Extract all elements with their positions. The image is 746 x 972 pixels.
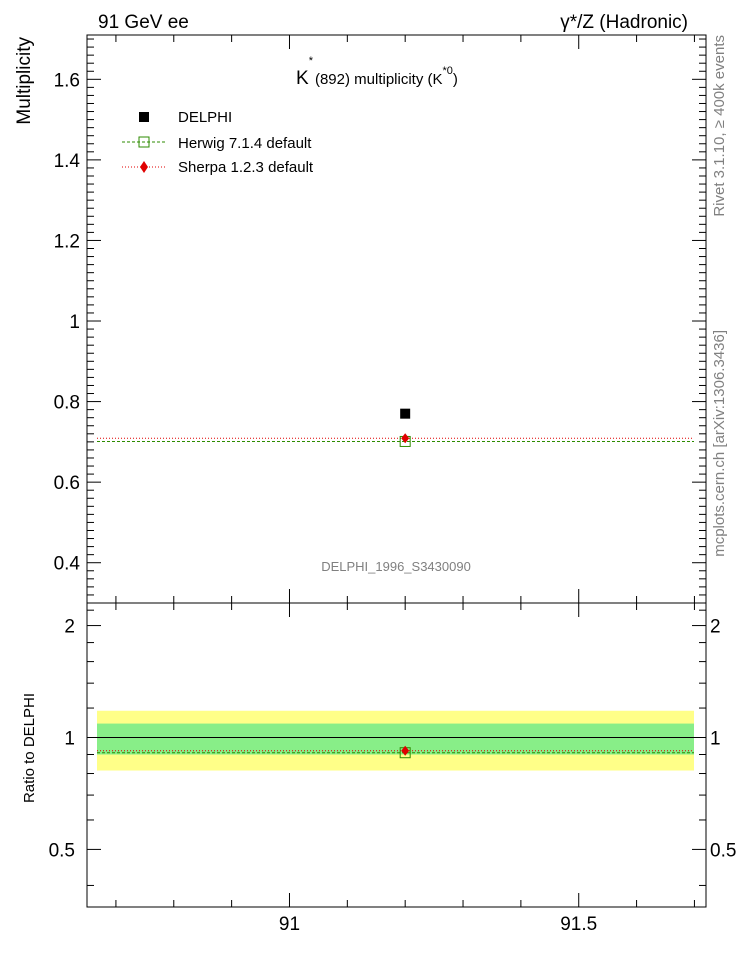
legend: DELPHI Herwig 7.1.4 default Sherpa 1.2.3…: [122, 109, 314, 176]
y-tick-label: 1.4: [54, 151, 81, 172]
analysis-watermark: DELPHI_1996_S3430090: [321, 559, 471, 574]
legend-marker-delphi: [139, 112, 149, 122]
title-k0-sup: *0: [443, 65, 453, 77]
ratio-panel: 0.5 0.5 1 1 2 2 91 91.5: [49, 602, 736, 935]
legend-marker-herwig: [138, 136, 150, 148]
sherpa-point: [401, 433, 410, 444]
y-tick-label: 1: [69, 312, 80, 333]
main-ylabel: Multiplicity: [14, 37, 35, 125]
delphi-point: [400, 408, 411, 419]
legend-label-sherpa: Sherpa 1.2.3 default: [178, 159, 314, 176]
title-star: *: [309, 55, 314, 67]
side-label-mcplots: mcplots.cern.ch [arXiv:1306.3436]: [711, 330, 728, 557]
x-tick-label: 91: [279, 914, 300, 935]
sherpa-ratio-point: [401, 745, 410, 756]
side-label-rivet: Rivet 3.1.10, ≥ 400k events: [711, 35, 728, 217]
title-mid: (892) multiplicity (K: [315, 71, 443, 88]
legend-marker-sherpa: [140, 161, 148, 173]
y-tick-label: 0.6: [54, 473, 80, 494]
y-tick-label: 0.8: [54, 393, 80, 414]
main-title: K*(892) multiplicity (K*0): [296, 55, 458, 89]
legend-label-delphi: DELPHI: [178, 109, 232, 126]
title-k: K: [296, 68, 309, 89]
legend-label-herwig: Herwig 7.1.4 default: [178, 135, 312, 152]
y-tick-label-right: 0.5: [710, 840, 736, 861]
header-left: 91 GeV ee: [98, 12, 189, 33]
y-tick-label: 0.4: [54, 554, 81, 575]
title-end: ): [453, 71, 458, 88]
y-tick-label: 1.2: [54, 231, 80, 252]
y-tick-label: 0.5: [49, 840, 75, 861]
main-panel: 0.4 0.6 0.8 1 1.2 1.4 1.6: [54, 34, 707, 604]
y-tick-label: 1.6: [54, 70, 80, 91]
y-tick-label-right: 2: [710, 617, 721, 638]
ratio-frame: [86, 602, 707, 908]
x-tick-label: 91.5: [560, 914, 597, 935]
y-tick-label-right: 1: [710, 728, 721, 749]
uncertainty-band-inner: [97, 723, 694, 755]
header-right: γ*/Z (Hadronic): [560, 12, 688, 33]
y-tick-label: 1: [64, 728, 75, 749]
y-tick-label: 2: [64, 617, 75, 638]
ratio-ylabel: Ratio to DELPHI: [21, 693, 38, 803]
